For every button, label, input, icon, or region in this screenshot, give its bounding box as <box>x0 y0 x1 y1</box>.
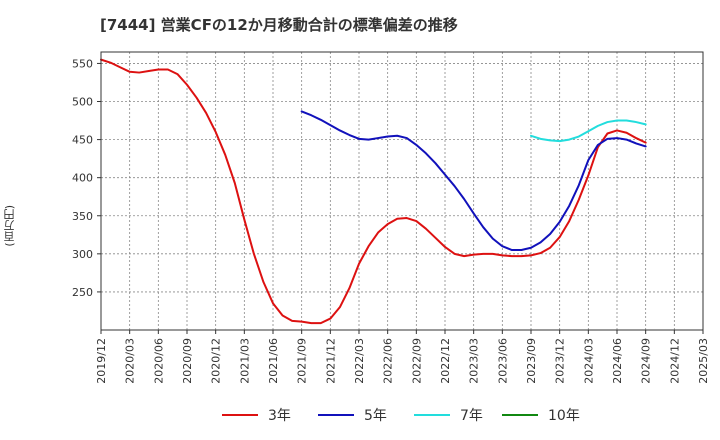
x-tick-label: 2023/09 <box>525 338 538 384</box>
x-tick-label: 2024/12 <box>668 338 681 384</box>
y-tick-label: 300 <box>72 248 93 261</box>
x-tick-label: 2021/03 <box>238 338 251 384</box>
x-tick-label: 2021/09 <box>296 338 309 384</box>
x-tick-label: 2022/12 <box>439 338 452 384</box>
legend-label-10y: 10年 <box>548 408 580 424</box>
x-tick-label: 2022/09 <box>410 338 423 384</box>
x-tick-label: 2021/12 <box>324 338 337 384</box>
x-tick-label: 2025/03 <box>697 338 710 384</box>
chart-title: [7444] 営業CFの12か月移動合計の標準偏差の推移 <box>100 16 458 34</box>
series-line-1 <box>300 110 647 252</box>
legend-item-10y: 10年 <box>502 403 580 427</box>
x-tick-label: 2024/06 <box>611 338 624 384</box>
y-tick-label: 350 <box>72 210 93 223</box>
series-line-2 <box>530 119 647 143</box>
y-tick-label: 500 <box>72 96 93 109</box>
legend-swatch-5y <box>318 414 354 416</box>
y-tick-label: 450 <box>72 134 93 147</box>
x-tick-label: 2019/12 <box>95 338 108 384</box>
x-tick-label: 2022/03 <box>353 338 366 384</box>
x-tick-label: 2020/03 <box>124 338 137 384</box>
y-tick-label: 550 <box>72 57 93 70</box>
x-tick-label: 2020/12 <box>210 338 223 384</box>
x-tick-label: 2023/06 <box>496 338 509 384</box>
x-tick-label: 2024/03 <box>582 338 595 384</box>
x-tick-label: 2022/06 <box>382 338 395 384</box>
legend-label-5y: 5年 <box>364 408 387 424</box>
x-tick-label: 2024/09 <box>640 338 653 384</box>
plot-frame <box>100 51 704 331</box>
legend-label-3y: 3年 <box>268 408 291 424</box>
y-tick-labels: 250 300 350 400 450 500 550 <box>72 57 101 299</box>
x-tick-label: 2020/06 <box>152 338 165 384</box>
y-tick-label: 400 <box>72 172 93 185</box>
legend-label-7y: 7年 <box>460 408 483 424</box>
legend: 3年 5年 7年 10年 <box>0 403 720 427</box>
legend-item-5y: 5年 <box>318 403 387 427</box>
x-tick-labels: 2019/12 2020/03 2020/06 2020/09 2020/12 2021/… <box>95 330 710 384</box>
x-tick-label: 2020/09 <box>181 338 194 384</box>
series-line-0 <box>100 58 647 325</box>
x-tick-label: 2023/12 <box>554 338 567 384</box>
x-tick-label: 2021/06 <box>267 338 280 384</box>
legend-swatch-3y <box>222 414 258 416</box>
legend-item-3y: 3年 <box>222 403 291 427</box>
y-tick-label: 250 <box>72 286 93 299</box>
legend-item-7y: 7年 <box>414 403 483 427</box>
legend-swatch-10y <box>502 414 538 416</box>
legend-swatch-7y <box>414 414 450 416</box>
series-lines <box>100 58 647 325</box>
x-tick-label: 2023/03 <box>468 338 481 384</box>
grid-lines <box>101 52 703 330</box>
